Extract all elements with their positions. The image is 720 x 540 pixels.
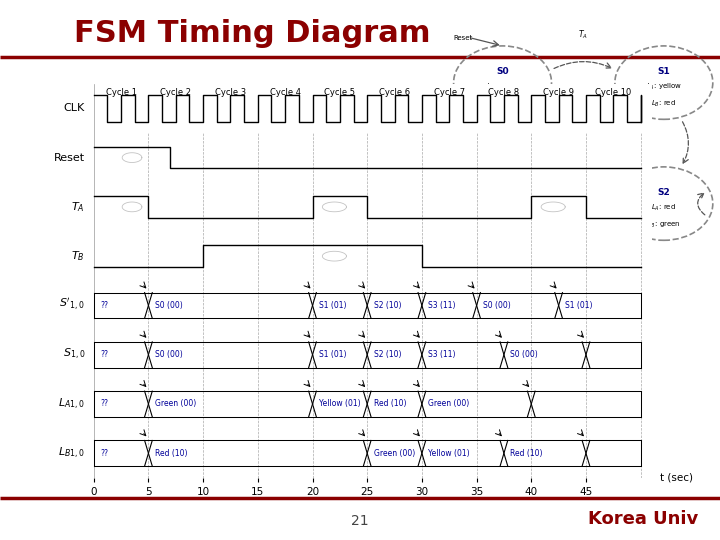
Text: $T_A$: $T_A$ (578, 28, 588, 40)
Text: S2: S2 (657, 188, 670, 197)
Text: Cycle 10: Cycle 10 (595, 87, 631, 97)
Text: S2 (10): S2 (10) (374, 301, 401, 310)
Text: Green (00): Green (00) (428, 400, 469, 408)
Text: S0 (00): S0 (00) (155, 350, 183, 359)
Text: Yellow (01): Yellow (01) (319, 400, 361, 408)
Text: $L_{B1,0}$: $L_{B1,0}$ (58, 446, 85, 461)
Text: CLK: CLK (64, 103, 85, 113)
Text: S3: S3 (496, 188, 509, 197)
Text: $L_A$: green: $L_A$: green (485, 82, 520, 92)
Text: S0 (00): S0 (00) (155, 301, 183, 310)
Text: ??: ?? (100, 400, 108, 408)
Text: 21: 21 (351, 514, 369, 528)
Text: S1 (01): S1 (01) (319, 350, 346, 359)
Text: t (sec): t (sec) (660, 473, 693, 483)
Text: S1 (01): S1 (01) (319, 301, 346, 310)
Text: S0: S0 (496, 68, 509, 76)
Text: Red (10): Red (10) (155, 449, 187, 458)
Text: Green (00): Green (00) (155, 400, 197, 408)
Text: ??: ?? (100, 350, 108, 359)
Text: $T_A$: $T_A$ (71, 200, 85, 214)
Text: FSM Timing Diagram: FSM Timing Diagram (73, 19, 431, 48)
Text: Cycle 8: Cycle 8 (488, 87, 520, 97)
Text: Cycle 6: Cycle 6 (379, 87, 410, 97)
Text: Reset: Reset (454, 35, 473, 41)
Text: Red (10): Red (10) (510, 449, 543, 458)
Text: S1 (01): S1 (01) (565, 301, 593, 310)
Text: $L_A$: red: $L_A$: red (652, 203, 676, 213)
Text: $L_B$: green: $L_B$: green (647, 220, 681, 230)
Text: Green (00): Green (00) (374, 449, 415, 458)
Text: ??: ?? (100, 301, 108, 310)
Text: $S'_{1,0}$: $S'_{1,0}$ (59, 298, 85, 314)
Text: ??: ?? (100, 449, 108, 458)
Text: $L_A$: red: $L_A$: red (490, 203, 515, 213)
Text: S3 (11): S3 (11) (428, 301, 456, 310)
Text: $L_A$: yellow: $L_A$: yellow (646, 82, 682, 92)
Text: S1: S1 (657, 68, 670, 76)
Text: Cycle 5: Cycle 5 (324, 87, 356, 97)
Text: Cycle 4: Cycle 4 (270, 87, 301, 97)
Text: Cycle 9: Cycle 9 (543, 87, 574, 97)
Text: $\bar{T}_D$: $\bar{T}_D$ (578, 232, 588, 246)
Text: Cycle 2: Cycle 2 (161, 87, 192, 97)
Text: Korea Univ: Korea Univ (588, 510, 698, 528)
Text: $L_B$: yellow: $L_B$: yellow (485, 220, 521, 230)
Text: $\bar{T}_A$: $\bar{T}_A$ (578, 117, 588, 131)
Text: Red (10): Red (10) (374, 400, 406, 408)
Text: S0 (00): S0 (00) (510, 350, 539, 359)
Text: Reset: Reset (54, 153, 85, 163)
Text: S0 (00): S0 (00) (483, 301, 511, 310)
Text: $S_{1,0}$: $S_{1,0}$ (63, 347, 85, 362)
Text: $L_B$: red: $L_B$: red (652, 99, 676, 109)
Text: S3 (11): S3 (11) (428, 350, 456, 359)
Text: $T_B$: $T_B$ (71, 249, 85, 263)
Text: S2 (10): S2 (10) (374, 350, 401, 359)
Text: $L_B$: red: $L_B$: red (490, 99, 515, 109)
Text: Cycle 3: Cycle 3 (215, 87, 246, 97)
Text: $L_{A1,0}$: $L_{A1,0}$ (58, 396, 85, 411)
Text: Cycle 1: Cycle 1 (106, 87, 137, 97)
Text: Yellow (01): Yellow (01) (428, 449, 470, 458)
Text: Cycle 7: Cycle 7 (433, 87, 465, 97)
